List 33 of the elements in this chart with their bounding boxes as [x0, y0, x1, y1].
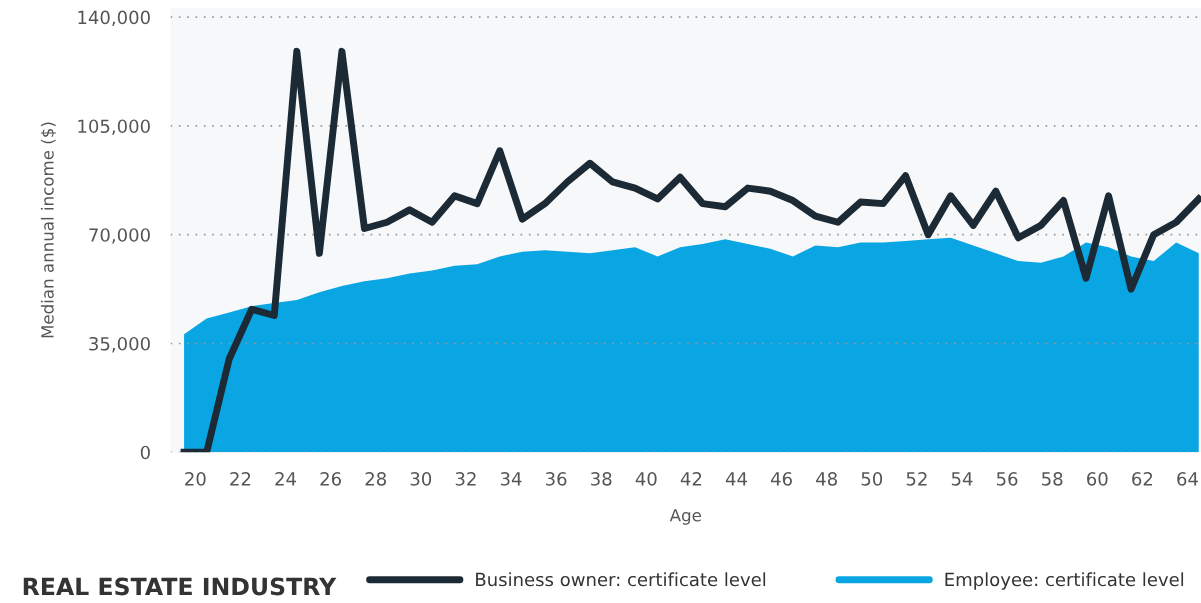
x-tick-label: 50 — [861, 472, 883, 486]
x-tick-label: 30 — [410, 472, 432, 486]
x-tick-label: 62 — [1132, 472, 1153, 486]
y-tick-label: 105,000 — [78, 119, 150, 135]
legend-label: Business owner: certificate level — [476, 572, 766, 587]
legend-label: Employee: certificate level — [945, 572, 1184, 590]
x-tick-label: 60 — [1087, 472, 1108, 486]
x-tick-label: 36 — [546, 472, 567, 486]
x-tick-label: 42 — [680, 472, 702, 486]
x-tick-label: 58 — [1042, 472, 1063, 486]
text: REAL ESTATE INDUSTRY — [23, 577, 337, 596]
x-tick-label: 52 — [906, 472, 927, 486]
x-tick-label: 24 — [275, 472, 297, 486]
y-axis-title: Median annual income ($) — [40, 122, 56, 338]
x-tick-label: 28 — [365, 472, 386, 486]
x-tick-label: 46 — [771, 472, 792, 486]
x-tick-label: 64 — [1177, 472, 1198, 486]
x-tick-label: 40 — [635, 472, 657, 486]
x-tick-label: 32 — [455, 472, 476, 486]
y-tick-label: 0 — [140, 445, 150, 460]
x-tick-label: 48 — [816, 472, 837, 486]
x-tick-label: 20 — [185, 472, 206, 486]
x-axis-title: Age — [669, 509, 701, 525]
y-tick-label: 70,000 — [89, 228, 150, 244]
x-tick-label: 34 — [500, 472, 522, 486]
y-tick-label: 35,000 — [89, 336, 150, 353]
x-tick-label: 22 — [230, 472, 251, 486]
x-tick-label: 38 — [591, 472, 612, 486]
x-tick-label: 26 — [320, 472, 341, 486]
x-tick-label: 54 — [951, 472, 973, 486]
x-tick-label: 44 — [725, 472, 747, 486]
x-tick-label: 56 — [996, 472, 1018, 486]
y-tick-label: 140,000 — [78, 10, 150, 27]
